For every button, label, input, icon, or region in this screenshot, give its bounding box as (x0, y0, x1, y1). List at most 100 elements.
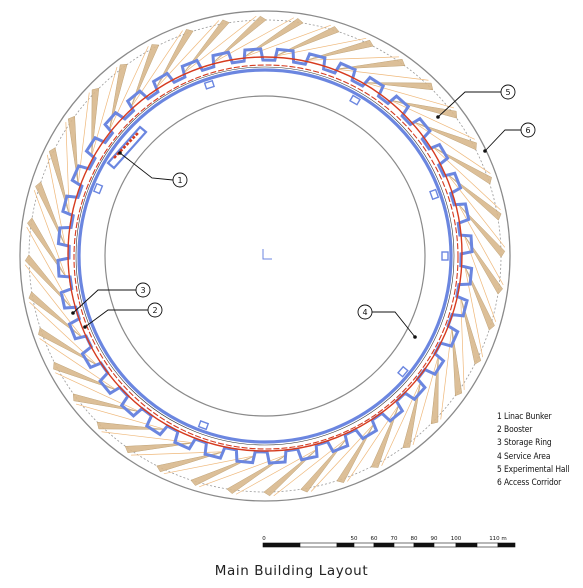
callout-2: 2 (83, 302, 163, 329)
beamline-hutch (430, 355, 439, 425)
beamline (457, 203, 504, 286)
beamline-hutch (226, 454, 287, 494)
beamline (364, 82, 455, 109)
scale-tick-label: 110 m (489, 536, 507, 542)
callout-1: 1 (118, 151, 188, 188)
beamline-hutch (451, 327, 463, 397)
storage-ring-shielding (56, 47, 474, 465)
beamline (347, 404, 400, 482)
scale-tick-label: 60 (371, 536, 378, 542)
beamline-hutch (28, 291, 83, 338)
legend-number: 5 (497, 463, 504, 474)
scale-tick-label: 80 (411, 536, 418, 542)
callout-number: 4 (362, 308, 367, 317)
legend-label: Access Corridor (504, 477, 562, 488)
ring-marker (197, 420, 210, 431)
beamline (101, 431, 194, 444)
beamline-hutch (27, 217, 67, 278)
legend-number: 4 (497, 450, 504, 461)
beamline-hutch (212, 15, 267, 64)
beamline (274, 37, 367, 57)
beamline-hutch (190, 455, 256, 486)
ring-marker (203, 79, 215, 90)
callout-3: 3 (71, 282, 151, 315)
beamline (273, 438, 347, 497)
scale-segment (497, 542, 516, 548)
beamline-hutch (48, 147, 70, 215)
beamline-hutch (109, 63, 128, 131)
beamline-hutch (96, 421, 166, 430)
scale-segment (299, 542, 338, 548)
beamline (432, 146, 501, 211)
scale-segment (393, 542, 415, 548)
legend-number: 2 (497, 424, 504, 435)
beamline (212, 17, 295, 64)
callout-circle (135, 282, 151, 298)
beamline-hutch (336, 58, 406, 70)
beamline (464, 265, 484, 358)
scale-tick-label: 50 (351, 536, 358, 542)
legend-number: 3 (497, 437, 504, 448)
beamline (131, 451, 224, 456)
scale-tick-label: 0 (262, 536, 266, 542)
callout-number: 1 (177, 176, 182, 185)
beamline (235, 448, 318, 495)
beamline (412, 355, 439, 446)
beamline-hutch (72, 393, 140, 412)
beamline (183, 15, 257, 74)
beamline-hutch (243, 18, 304, 58)
beamline-hutch (35, 181, 66, 247)
callout-circle (500, 84, 516, 100)
ring-marker (349, 94, 361, 106)
legend-label: Storage Ring (504, 437, 552, 448)
beamline-hutch (274, 26, 340, 57)
beamline (306, 56, 399, 61)
legend-item: 2 Booster (497, 423, 569, 436)
legend-item: 5 Experimental Hall (497, 463, 570, 476)
scale-segment (373, 542, 395, 548)
beamline (77, 92, 90, 185)
booster-line (75, 66, 455, 446)
ring-marker (429, 188, 440, 201)
scale-tick-label: 90 (431, 536, 438, 542)
beamline-hutch (364, 82, 434, 91)
beamline (155, 20, 220, 89)
beamline (24, 264, 83, 338)
linac-bunker (106, 125, 148, 170)
scale-segment (433, 542, 457, 548)
callout-5: 5 (436, 84, 516, 119)
booster-orbit (73, 64, 459, 450)
beamline (29, 301, 98, 366)
page-title: Main Building Layout (214, 563, 369, 579)
callout-6: 6 (483, 122, 536, 153)
beamline (447, 174, 506, 248)
beamline (130, 30, 183, 108)
legend-number: 6 (497, 477, 504, 488)
beamline-hutch (447, 174, 502, 221)
ring-structure (19, 10, 511, 502)
legend-item: 3 Storage Ring (497, 436, 569, 449)
beamline (33, 190, 67, 278)
callout-number: 6 (525, 126, 530, 135)
beamline (55, 372, 140, 413)
legend-label: Booster (504, 424, 533, 435)
beamline-hutch (390, 100, 458, 119)
beamline (199, 454, 287, 488)
beamline-hutch (306, 39, 374, 61)
beamline-hutch (402, 381, 421, 449)
beamline (39, 338, 117, 391)
callout-circle (147, 302, 163, 318)
storage-ring-inner-wall (77, 68, 453, 444)
ring-marker (441, 251, 449, 261)
ring-marker (92, 182, 104, 195)
callout-circle (357, 304, 373, 320)
beamline (26, 226, 73, 309)
beamline (463, 234, 497, 322)
callout-number: 2 (152, 306, 157, 315)
beamline (243, 24, 331, 58)
scale-tick-label: 70 (391, 536, 398, 542)
legend-label: Service Area (504, 450, 551, 461)
legend-label: Experimental Hall (504, 463, 570, 474)
outer-wall (19, 10, 511, 502)
